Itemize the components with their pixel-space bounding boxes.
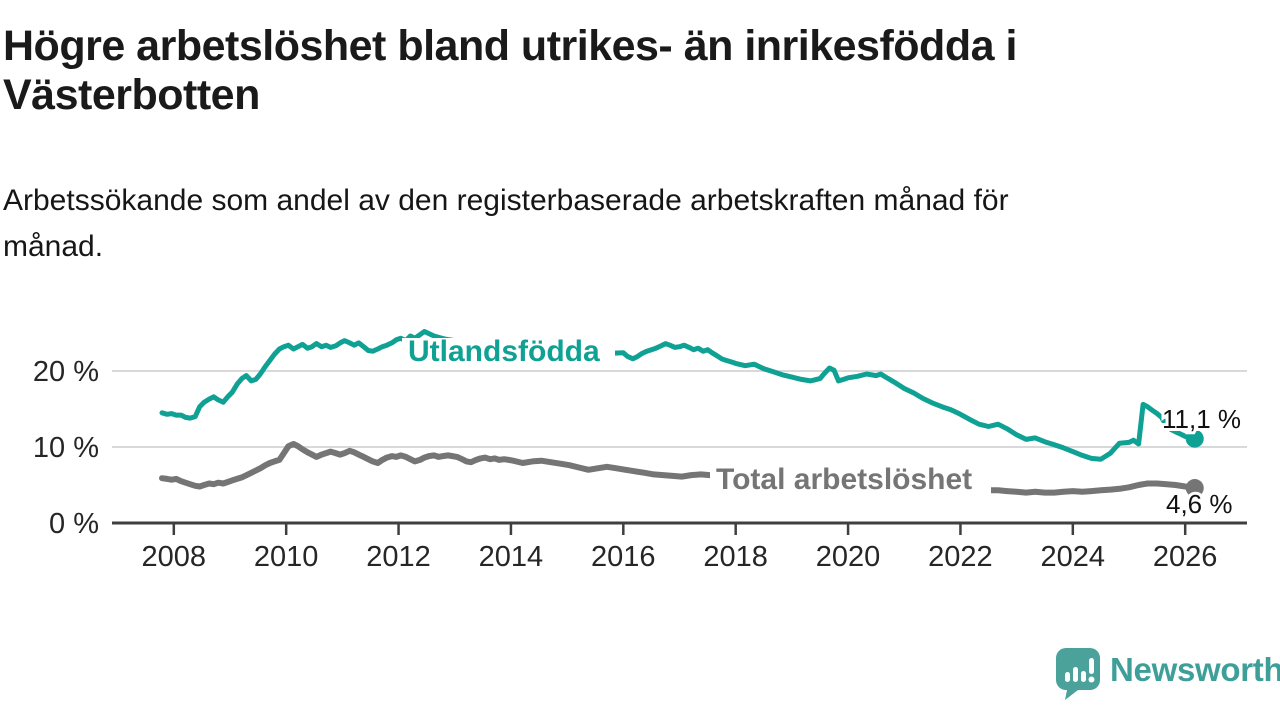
series-label-bg-0 xyxy=(402,338,615,368)
series-line-total xyxy=(159,441,1198,496)
y-tick-label-10: 10 % xyxy=(33,432,99,464)
page-title-line-1: Högre arbetslöshet bland utrikes- än inr… xyxy=(3,22,1017,70)
brand-logo: Newsworthy xyxy=(1056,648,1280,700)
x-tick-label-2018: 2018 xyxy=(703,541,768,573)
x-tick-label-2012: 2012 xyxy=(366,541,431,573)
exclamation-dot xyxy=(1088,676,1095,683)
exclamation-bar xyxy=(1089,658,1094,674)
brand-wordmark: Newsworthy xyxy=(1110,651,1280,688)
page-title-line-2: Västerbotten xyxy=(3,71,260,119)
end-value-label-total: 4,6 % xyxy=(1166,489,1233,519)
unemployment-line-chart: 0 % 10 % 20 % 2008 2010 2012 2014 2016 2018 2020 2… xyxy=(33,329,1247,573)
series-line-utlandsfodda xyxy=(159,329,1198,462)
x-tick-label-2008: 2008 xyxy=(142,541,207,573)
x-tick-label-2016: 2016 xyxy=(591,541,656,573)
x-tick-label-2014: 2014 xyxy=(479,541,544,573)
y-tick-label-0: 0 % xyxy=(49,508,99,540)
end-dot-total xyxy=(1185,479,1204,498)
page-subtitle-line-2: månad. xyxy=(3,230,104,263)
x-tick-label-2026: 2026 xyxy=(1153,541,1218,573)
series-label-bg-1 xyxy=(710,463,991,497)
page-subtitle-line-1: Arbetssökande som andel av den registerb… xyxy=(3,184,1009,217)
y-tick-label-20: 20 % xyxy=(33,356,99,388)
end-value-label-utlandsfodda: 11,1 % xyxy=(1162,404,1241,434)
page-subtitle: Arbetssökande som andel av den registerb… xyxy=(3,178,1183,270)
x-tick-label-2022: 2022 xyxy=(928,541,993,573)
x-tick-label-2024: 2024 xyxy=(1041,541,1106,573)
series-label-utlandsfodda: Utlandsfödda xyxy=(408,335,600,368)
x-tick-label-2010: 2010 xyxy=(254,541,319,573)
end-dot-utlandsfodda xyxy=(1185,429,1204,448)
x-tick-label-2020: 2020 xyxy=(816,541,881,573)
logo-bars xyxy=(1065,658,1095,683)
series-label-total: Total arbetslöshet xyxy=(716,463,972,496)
bar-chart-speech-bubble-icon xyxy=(1056,648,1100,700)
page-title: Högre arbetslöshet bland utrikes- än inr… xyxy=(3,22,1153,120)
